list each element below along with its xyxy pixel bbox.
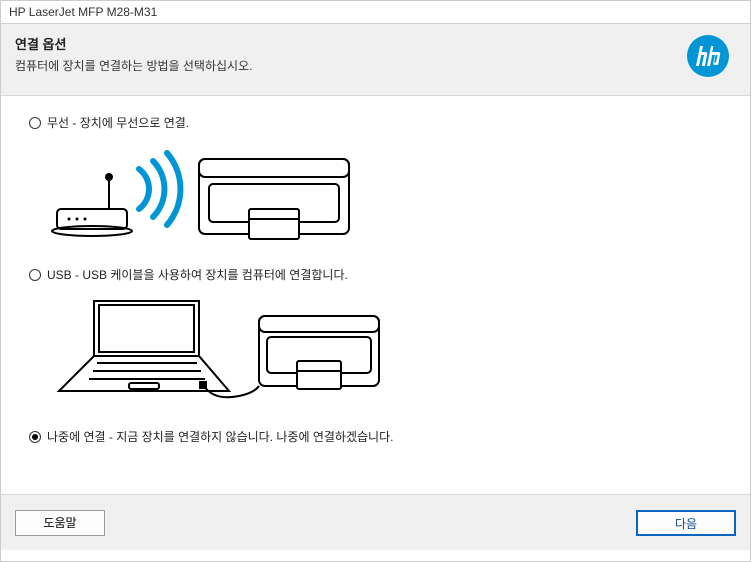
option-wireless: 무선 - 장치에 무선으로 연결.: [29, 114, 722, 252]
window-titlebar: HP LaserJet MFP M28-M31: [1, 1, 750, 24]
next-button[interactable]: 다음: [636, 510, 736, 536]
header-text: 연결 옵션 컴퓨터에 장치를 연결하는 방법을 선택하십시오.: [15, 34, 252, 74]
option-usb-label: USB - USB 케이블을 사용하여 장치를 컴퓨터에 연결합니다.: [47, 266, 348, 283]
radio-later[interactable]: 나중에 연결 - 지금 장치를 연결하지 않습니다. 나중에 연결하겠습니다.: [29, 428, 722, 445]
page-subtitle: 컴퓨터에 장치를 연결하는 방법을 선택하십시오.: [15, 57, 252, 74]
radio-wireless[interactable]: 무선 - 장치에 무선으로 연결.: [29, 114, 722, 131]
hp-logo-icon: [686, 34, 730, 81]
radio-icon: [29, 431, 41, 443]
option-later: 나중에 연결 - 지금 장치를 연결하지 않습니다. 나중에 연결하겠습니다.: [29, 428, 722, 445]
option-later-label: 나중에 연결 - 지금 장치를 연결하지 않습니다. 나중에 연결하겠습니다.: [47, 428, 393, 445]
option-wireless-label: 무선 - 장치에 무선으로 연결.: [47, 114, 189, 131]
option-usb: USB - USB 케이블을 사용하여 장치를 컴퓨터에 연결합니다.: [29, 266, 722, 414]
usb-illustration: [49, 291, 722, 414]
radio-icon: [29, 269, 41, 281]
help-button[interactable]: 도움말: [15, 510, 105, 536]
radio-usb[interactable]: USB - USB 케이블을 사용하여 장치를 컴퓨터에 연결합니다.: [29, 266, 722, 283]
window-title: HP LaserJet MFP M28-M31: [9, 5, 157, 19]
radio-icon: [29, 117, 41, 129]
wireless-illustration: [49, 139, 722, 252]
footer: 도움말 다음: [1, 494, 750, 550]
header: 연결 옵션 컴퓨터에 장치를 연결하는 방법을 선택하십시오.: [1, 24, 750, 96]
content-area: 무선 - 장치에 무선으로 연결.: [1, 96, 750, 494]
page-title: 연결 옵션: [15, 34, 252, 53]
